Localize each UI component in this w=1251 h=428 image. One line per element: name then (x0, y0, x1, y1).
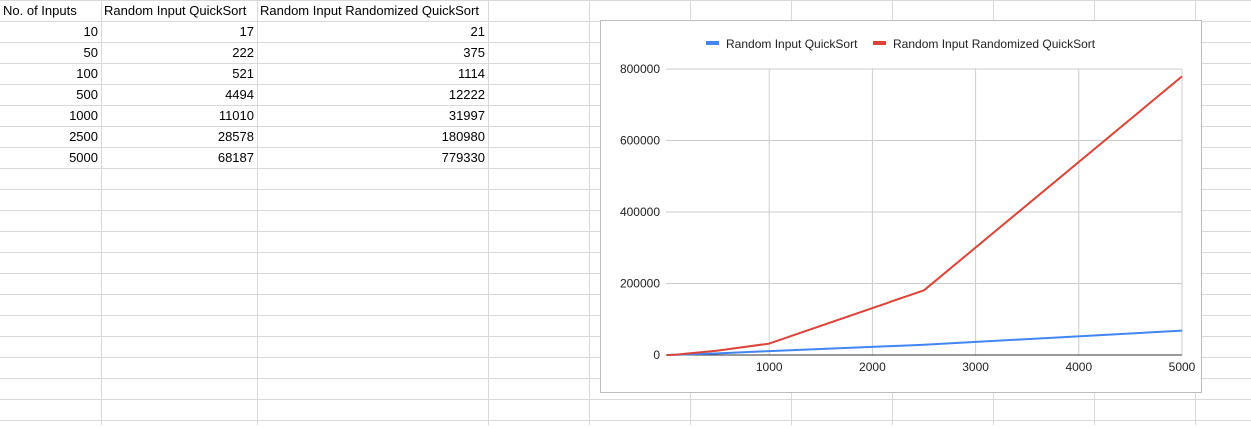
data-cell[interactable]: 4494 (225, 87, 254, 102)
series-line-2 (666, 75, 1183, 356)
header-cell[interactable]: Random Input QuickSort (104, 3, 247, 18)
y-tick-label: 0 (653, 348, 660, 362)
data-cell[interactable]: 180980 (441, 129, 485, 144)
data-cell[interactable]: 10 (83, 24, 98, 39)
x-tick-label: 5000 (1169, 360, 1196, 374)
data-cell[interactable]: 1114 (458, 66, 485, 81)
legend-label-1: Random Input QuickSort (726, 37, 858, 51)
data-cell[interactable]: 521 (232, 66, 254, 81)
data-cell[interactable]: 50 (83, 45, 98, 60)
series-line-1 (666, 329, 1183, 356)
data-cell[interactable]: 779330 (441, 150, 485, 165)
data-cell[interactable]: 500 (76, 87, 98, 102)
y-tick-label: 800000 (620, 62, 660, 76)
x-tick-label: 4000 (1065, 360, 1092, 374)
legend-swatch-1 (706, 41, 719, 45)
header-cell[interactable]: No. of Inputs (3, 3, 77, 18)
x-tick-label: 3000 (962, 360, 989, 374)
line-chart[interactable]: 1000 2000 3000 4000 5000 0 200000 400000 600000 8… (600, 20, 1202, 393)
y-tick-label: 400000 (620, 205, 660, 219)
x-tick-label: 2000 (859, 360, 886, 374)
data-cell[interactable]: 68187 (217, 150, 254, 165)
data-cell[interactable]: 222 (232, 45, 254, 60)
legend-swatch-2 (873, 41, 886, 45)
y-tick-label: 600000 (620, 134, 660, 148)
chart-canvas: 1000 2000 3000 4000 5000 0 200000 400000 600000 8… (620, 37, 1196, 374)
data-cell[interactable]: 31997 (448, 108, 485, 123)
data-cell[interactable]: 2500 (69, 129, 98, 144)
header-cell[interactable]: Random Input Randomized QuickSort (260, 3, 479, 18)
data-cell[interactable]: 11010 (218, 108, 254, 123)
data-cell[interactable]: 12222 (448, 87, 485, 102)
data-cell[interactable]: 5000 (69, 150, 98, 165)
x-tick-label: 1000 (756, 360, 783, 374)
legend-label-2: Random Input Randomized QuickSort (893, 37, 1096, 51)
data-cell[interactable]: 100 (76, 66, 98, 81)
data-cell[interactable]: 21 (470, 24, 485, 39)
data-cell[interactable]: 375 (463, 45, 485, 60)
y-tick-label: 200000 (620, 277, 660, 291)
data-cell[interactable]: 1000 (69, 108, 98, 123)
data-cell[interactable]: 28578 (217, 129, 254, 144)
data-cell[interactable]: 17 (239, 24, 254, 39)
